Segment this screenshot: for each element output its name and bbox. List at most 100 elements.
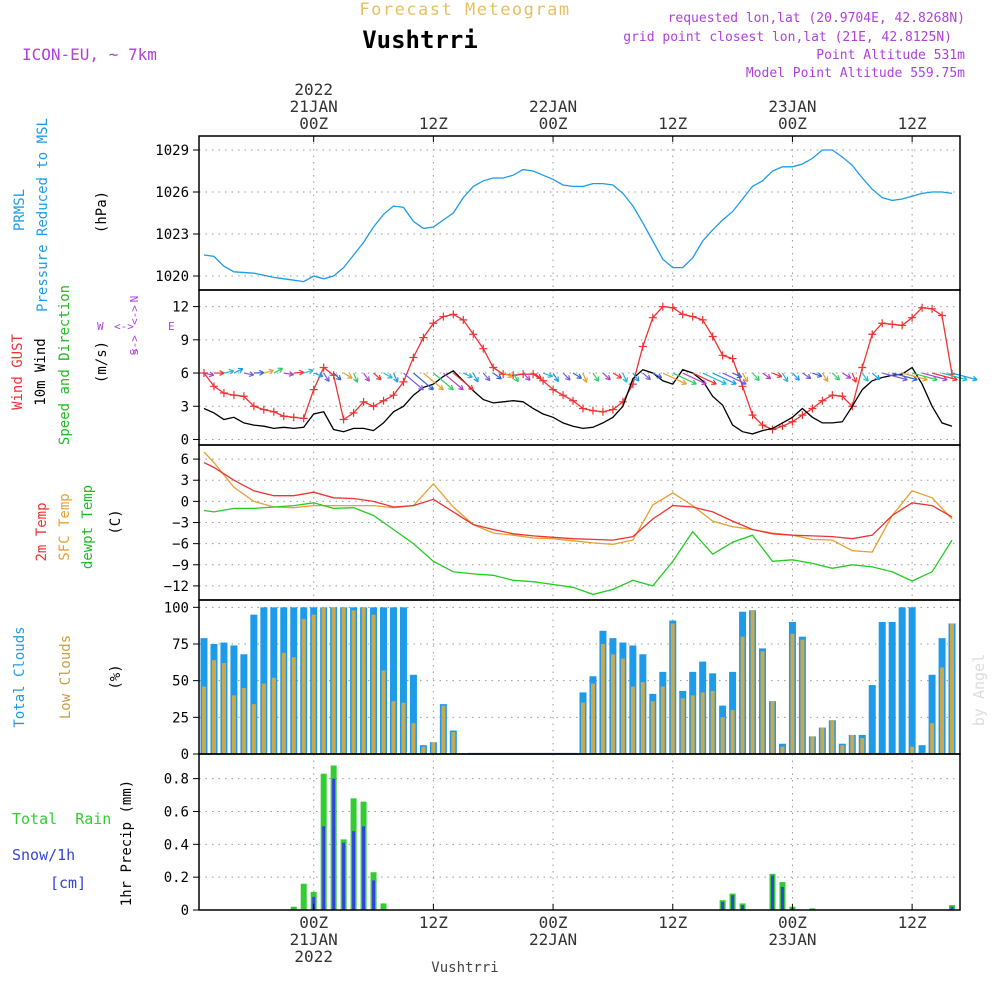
wind-arrow bbox=[712, 372, 737, 385]
low-cloud-bar bbox=[341, 607, 346, 754]
low-cloud-bar bbox=[680, 698, 685, 754]
wind-arrow bbox=[682, 372, 707, 385]
wind-arrowhead bbox=[553, 376, 559, 383]
low-cloud-bar bbox=[221, 663, 226, 754]
wind-arrowhead bbox=[387, 373, 393, 379]
wind-arrow bbox=[323, 372, 330, 382]
wind-arrow bbox=[373, 372, 382, 381]
wind-arrowhead bbox=[972, 375, 978, 382]
cloud-labels: Total Clouds Low Clouds (%) bbox=[12, 626, 124, 727]
panel-4: 0 25 50 75 100 bbox=[164, 599, 961, 763]
gust-marker bbox=[449, 310, 458, 319]
wind-arrow bbox=[722, 372, 747, 385]
low-cloud-bar bbox=[620, 658, 625, 754]
wind-arrowhead bbox=[736, 372, 743, 379]
total-cloud-bar bbox=[928, 674, 936, 754]
gust-marker bbox=[399, 377, 408, 386]
sfc-temp-label: SFC Temp bbox=[57, 493, 73, 560]
temp-unit: (C) bbox=[108, 509, 124, 534]
series-dewpt-temp bbox=[203, 502, 953, 596]
wind-arrow bbox=[552, 372, 559, 382]
wind-arrow bbox=[562, 372, 571, 381]
chart-title: Forecast Meteogram bbox=[359, 0, 570, 20]
gust-marker bbox=[459, 315, 468, 324]
low-cloud-bar bbox=[930, 723, 935, 754]
gust-marker bbox=[928, 304, 937, 313]
wind-arrowhead bbox=[364, 376, 370, 382]
low-cloud-bar bbox=[940, 667, 945, 754]
gust-marker bbox=[658, 302, 667, 311]
wind-arrowhead bbox=[288, 371, 295, 377]
y-tick-label: 25 bbox=[172, 710, 189, 726]
top-time-label: 22JAN bbox=[529, 97, 577, 116]
wind-arrowhead bbox=[438, 384, 444, 391]
grid-point-coords: grid point closest lon,lat (21E, 42.8125… bbox=[623, 30, 952, 45]
panel-2: 0 3 6 9 12 bbox=[172, 289, 978, 448]
low-cloud-bar bbox=[251, 704, 256, 754]
low-cloud-label: Low Clouds bbox=[58, 635, 74, 719]
gust-marker bbox=[549, 385, 558, 394]
wind-arrowhead bbox=[742, 376, 749, 383]
wind-arrow bbox=[871, 372, 881, 381]
wind-arrow bbox=[482, 372, 491, 381]
snow-bar bbox=[780, 887, 784, 910]
gust-marker bbox=[788, 417, 797, 426]
rain-bar bbox=[300, 883, 307, 910]
wind-arrowhead bbox=[845, 373, 852, 379]
wind-arrow bbox=[582, 372, 588, 383]
wind-arrow bbox=[941, 372, 968, 381]
wind-arrowhead bbox=[318, 372, 324, 378]
low-cloud-bar bbox=[820, 727, 825, 754]
gust-marker bbox=[748, 411, 757, 420]
gust-marker bbox=[698, 315, 707, 324]
wind-arrowhead bbox=[863, 376, 869, 382]
low-cloud-bar bbox=[650, 701, 655, 754]
wind-arrowhead bbox=[711, 379, 717, 385]
precip-labels: Total Rain Snow/1h [cm] 1hr Precip (mm) bbox=[12, 780, 135, 906]
y-tick-label: 0.8 bbox=[164, 772, 189, 788]
low-cloud-bar bbox=[331, 607, 336, 754]
plot-panels: 1020 1023 1026 1029 0 3 6 9 12 −12 −9 −6 −3 0 3 6 0 25 50 7… bbox=[155, 135, 978, 919]
wind-label: 10m Wind bbox=[33, 338, 49, 405]
y-tick-label: 100 bbox=[164, 600, 189, 616]
bottom-time-label: 00Z bbox=[299, 913, 328, 932]
wind-arrowhead bbox=[605, 374, 611, 381]
bottom-time-label: 12Z bbox=[898, 913, 927, 932]
snow-bar bbox=[770, 875, 774, 910]
wind-arrowhead bbox=[268, 368, 274, 375]
wind-arrow bbox=[752, 372, 760, 381]
y-tick-label: −12 bbox=[164, 579, 189, 595]
footer-location: Vushtrri bbox=[431, 960, 498, 976]
low-cloud-bar bbox=[271, 677, 276, 754]
low-cloud-bar bbox=[281, 652, 286, 754]
low-cloud-bar bbox=[750, 610, 755, 754]
gust-marker bbox=[808, 404, 817, 413]
compass-e: E bbox=[168, 320, 175, 333]
wind-arrowhead bbox=[645, 374, 651, 381]
panel-frame bbox=[198, 289, 961, 446]
gust-marker bbox=[229, 391, 238, 400]
gust-marker bbox=[598, 407, 607, 416]
panel-frame bbox=[198, 444, 961, 601]
wind-arrow bbox=[203, 372, 214, 376]
wind-arrowhead bbox=[473, 376, 479, 383]
gust-marker bbox=[359, 397, 368, 406]
wind-arrow bbox=[293, 371, 304, 374]
low-cloud-bar bbox=[580, 702, 585, 754]
wind-arrowhead bbox=[467, 372, 473, 379]
low-cloud-bar bbox=[790, 633, 795, 754]
gust-marker bbox=[678, 310, 687, 319]
snow-bar bbox=[342, 842, 346, 910]
y-tick-label: 0.2 bbox=[164, 870, 189, 886]
compass-rose: N <-> <-> S W <-> E bbox=[97, 296, 175, 356]
point-altitude: Point Altitude 531m bbox=[816, 48, 965, 63]
wind-arrowhead bbox=[721, 379, 727, 385]
wind-arrowhead bbox=[547, 372, 553, 378]
low-cloud-bar bbox=[850, 734, 855, 754]
low-cloud-bar bbox=[391, 701, 396, 754]
gust-marker bbox=[259, 405, 268, 414]
wind-arrow bbox=[223, 370, 234, 374]
y-tick-label: 3 bbox=[181, 399, 189, 415]
low-cloud-bar bbox=[431, 742, 436, 754]
wind-arrow bbox=[452, 372, 474, 391]
